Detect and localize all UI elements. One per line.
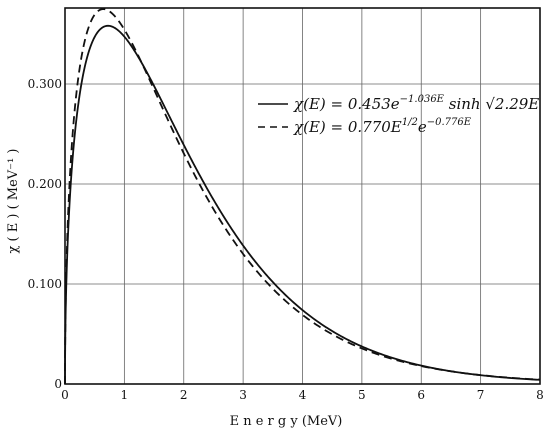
x-tick-label: 4 xyxy=(299,388,307,402)
y-axis-label: χ ( E ) ( MeV⁻¹ ) xyxy=(6,149,21,254)
series-line-dashed xyxy=(64,8,541,385)
x-tick-label: 0 xyxy=(61,388,69,402)
series-line-solid xyxy=(64,24,541,385)
y-tick-label: 0.200 xyxy=(28,177,62,191)
plot-frame xyxy=(64,7,541,385)
x-tick-label: 2 xyxy=(180,388,188,402)
x-tick-label: 3 xyxy=(239,388,247,402)
x-tick-label: 5 xyxy=(358,388,366,402)
x-tick-label: 8 xyxy=(536,388,544,402)
x-tick-label: 7 xyxy=(477,388,485,402)
x-tick-label: 6 xyxy=(417,388,425,402)
legend-entry-solid: χ(E) = 0.453e−1.036E sinh √2.29E xyxy=(293,94,539,113)
series-group xyxy=(64,8,541,385)
y-tick-label: 0 xyxy=(54,377,62,391)
legend: χ(E) = 0.453e−1.036E sinh √2.29E χ(E) = … xyxy=(258,94,539,136)
x-axis-label: E n e r g y (MeV) xyxy=(230,414,343,429)
legend-entry-dashed: χ(E) = 0.770E1/2e−0.776E xyxy=(293,117,472,136)
x-axis-ticks: 0 1 2 3 4 5 6 7 8 xyxy=(61,388,544,402)
x-tick-label: 1 xyxy=(121,388,129,402)
y-tick-label: 0.300 xyxy=(28,77,62,91)
y-axis-ticks: 0 0.100 0.200 0.300 xyxy=(28,77,62,391)
y-tick-label: 0.100 xyxy=(28,277,62,291)
grid xyxy=(65,8,540,384)
